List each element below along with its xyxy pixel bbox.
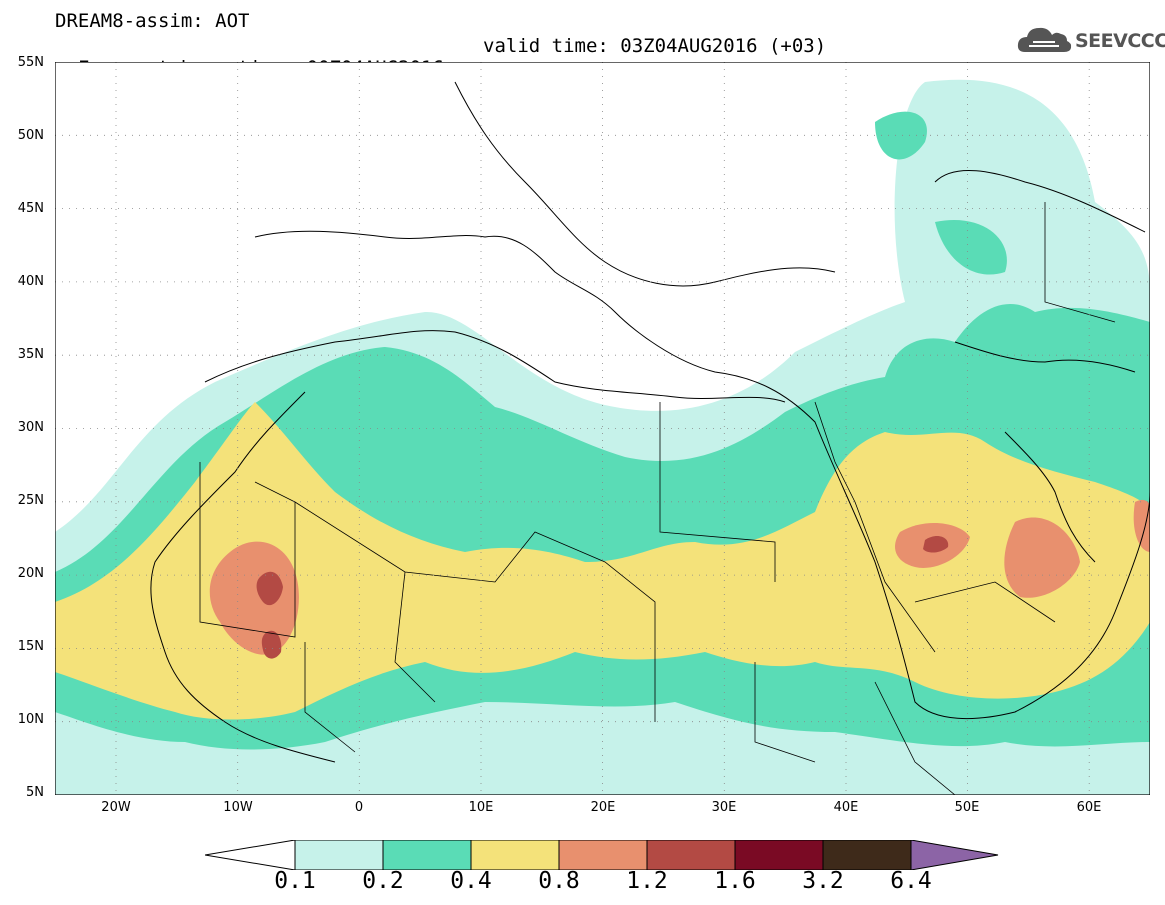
lon-label-20e: 20E [590, 800, 616, 815]
colorbar-label-0.4: 0.4 [450, 868, 492, 894]
lat-label-45n: 45N [17, 201, 44, 216]
colorbar-swatch-0.4 [470, 839, 560, 871]
colorbar-swatch-3.2 [822, 839, 912, 871]
lat-label-10n: 10N [17, 712, 44, 727]
lat-label-30n: 30N [17, 420, 44, 435]
lat-label-15n: 15N [17, 639, 44, 654]
lon-label-50e: 50E [954, 800, 980, 815]
lon-label-20w: 20W [101, 800, 131, 815]
colorbar [204, 839, 1000, 874]
colorbar-label-1.2: 1.2 [626, 868, 668, 894]
colorbar-swatch-0.1 [294, 839, 384, 871]
logo-text: SEEVCCC [1075, 30, 1165, 52]
seevccc-logo: SEEVCCC [1015, 22, 1165, 58]
graticule [55, 62, 1150, 795]
map-title: DREAM8-assim: AOT [55, 10, 250, 32]
lon-label-30e: 30E [711, 800, 737, 815]
colorbar-arrow-high [910, 839, 999, 871]
colorbar-label-3.2: 3.2 [802, 868, 844, 894]
lat-label-55n: 55N [17, 55, 44, 70]
colorbar-swatch-0.8 [558, 839, 648, 871]
valid-time: valid time: 03Z04AUG2016 (+03) [483, 35, 827, 57]
aot-band-0.8 [209, 499, 1150, 655]
colorbar-swatch-0.2 [382, 839, 472, 871]
lat-label-50n: 50N [17, 128, 44, 143]
lat-label-40n: 40N [17, 274, 44, 289]
colorbar-label-0.1: 0.1 [274, 868, 316, 894]
cloud-icon [1017, 27, 1072, 52]
lon-label-40e: 40E [833, 800, 859, 815]
coastlines [150, 81, 1150, 763]
colorbar-swatch-1.2 [646, 839, 736, 871]
lon-label-0: 0 [354, 800, 364, 815]
lon-label-60e: 60E [1076, 800, 1102, 815]
colorbar-label-6.4: 6.4 [890, 868, 932, 894]
aot-band-1.2 [256, 536, 949, 659]
lat-label-25n: 25N [17, 493, 44, 508]
colorbar-label-0.8: 0.8 [538, 868, 580, 894]
country-borders [199, 202, 1116, 795]
aot-band-0.4 [55, 402, 1150, 720]
lat-label-5n: 5N [26, 785, 44, 800]
colorbar-label-1.6: 1.6 [714, 868, 756, 894]
lon-label-10e: 10E [468, 800, 494, 815]
aot-map [54, 61, 1151, 799]
lat-label-20n: 20N [17, 566, 44, 581]
lat-label-35n: 35N [17, 347, 44, 362]
colorbar-label-0.2: 0.2 [362, 868, 404, 894]
colorbar-swatch-1.6 [734, 839, 824, 871]
lon-label-10w: 10W [223, 800, 253, 815]
colorbar-arrow-low [204, 839, 296, 871]
